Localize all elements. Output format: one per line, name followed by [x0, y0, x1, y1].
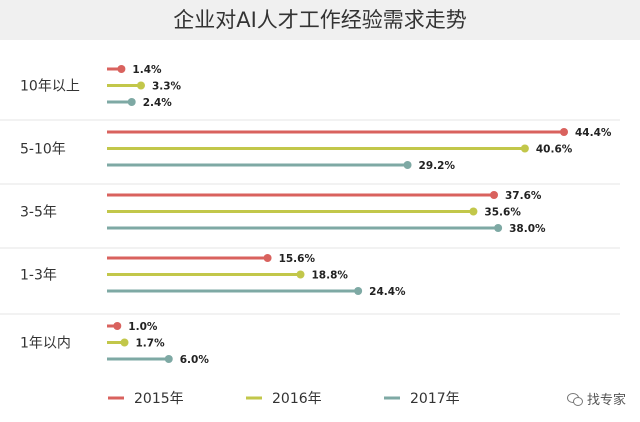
bar-end-marker	[354, 287, 363, 295]
category-label: 1年以内	[20, 336, 71, 352]
data-label: 40.6%	[536, 144, 573, 156]
data-label: 29.2%	[419, 160, 456, 172]
bar-end-marker	[117, 65, 126, 73]
data-label: 15.6%	[279, 253, 316, 265]
category-label: 3-5年	[20, 205, 57, 221]
data-label: 18.8%	[312, 270, 349, 282]
legend-label: 2015年	[134, 391, 184, 407]
data-label: 37.6%	[505, 190, 542, 202]
bar-end-marker	[120, 338, 129, 347]
bar-end-marker	[164, 355, 173, 363]
bar-end-marker	[136, 81, 145, 90]
watermark: 找专家	[566, 389, 626, 408]
bar-end-marker	[494, 224, 503, 232]
bar-end-marker	[469, 207, 478, 216]
legend-label: 2016年	[272, 391, 322, 407]
watermark-text: 找专家	[586, 393, 626, 408]
bar-end-marker	[560, 128, 568, 136]
data-label: 35.6%	[484, 207, 521, 219]
data-label: 44.4%	[575, 127, 612, 139]
bar-end-marker	[263, 254, 272, 262]
data-label: 38.0%	[509, 223, 546, 235]
data-label: 6.0%	[180, 354, 210, 366]
category-label: 10年以上	[20, 79, 80, 95]
bar-end-marker	[403, 161, 412, 169]
data-label: 3.3%	[152, 81, 182, 93]
bar-end-marker	[520, 144, 529, 153]
bar-end-marker	[127, 98, 136, 106]
legend-label: 2017年	[410, 391, 460, 407]
bar-end-marker	[296, 270, 305, 279]
category-label: 5-10年	[20, 142, 66, 158]
data-label: 2.4%	[143, 97, 173, 109]
category-label: 1-3年	[20, 268, 57, 284]
title-bar	[0, 0, 640, 40]
data-label: 1.4%	[132, 64, 162, 76]
bar-end-marker	[490, 191, 499, 199]
bar-end-marker	[113, 322, 122, 330]
data-label: 24.4%	[369, 286, 406, 298]
data-label: 1.0%	[128, 321, 158, 333]
wechat-icon	[566, 392, 583, 406]
chart-title: 企业对AI人才工作经验需求走势	[173, 8, 467, 32]
data-label: 1.7%	[135, 338, 165, 350]
